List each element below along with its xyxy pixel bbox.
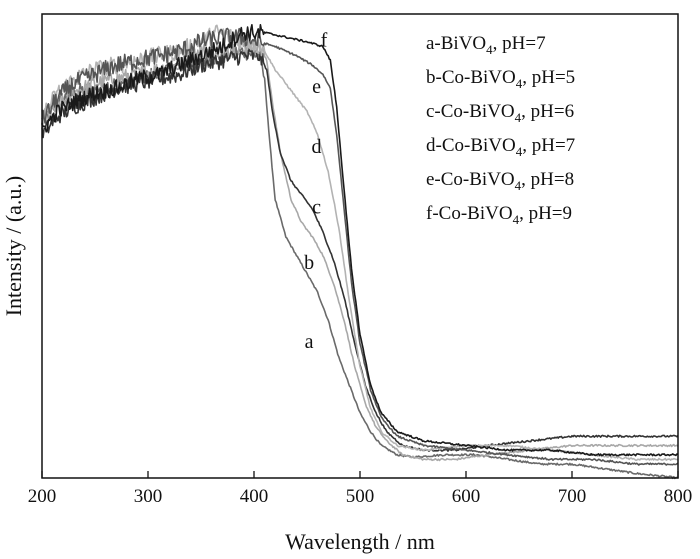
series-line-b [41, 38, 679, 462]
x-tick-label: 400 [240, 486, 269, 507]
curve-label-e: e [312, 76, 321, 98]
legend-entry-f: f-Co-BiVO4, pH=9 [426, 203, 572, 227]
x-tick-label: 800 [664, 486, 693, 507]
legend-entry-a: a-BiVO4, pH=7 [426, 33, 546, 57]
curve-label-b: b [304, 252, 314, 274]
curve-label-c: c [312, 197, 321, 219]
x-axis-ticks: 200 300 400 500 600 700 800 [28, 471, 693, 507]
legend-entry-b: b-Co-BiVO4, pH=5 [426, 67, 575, 91]
y-axis-label: Intensity / (a.u.) [1, 176, 26, 317]
series-line-d [41, 24, 679, 461]
x-tick-label: 200 [28, 486, 57, 507]
series-line-f [41, 24, 679, 457]
curve-label-d: d [312, 136, 322, 158]
legend-entry-d: d-Co-BiVO4, pH=7 [426, 135, 575, 159]
legend: a-BiVO4, pH=7 b-Co-BiVO4, pH=5 c-Co-BiVO4,… [426, 33, 575, 227]
x-axis-label: Wavelength / nm [285, 529, 435, 554]
legend-entry-c: c-Co-BiVO4, pH=6 [426, 101, 574, 125]
curve-label-f: f [321, 29, 328, 51]
curve-label-a: a [305, 331, 314, 353]
x-tick-label: 300 [134, 486, 163, 507]
curves-group [41, 24, 679, 480]
series-line-a [41, 45, 679, 480]
legend-entry-e: e-Co-BiVO4, pH=8 [426, 169, 574, 193]
series-line-e [41, 27, 679, 466]
x-tick-label: 700 [558, 486, 587, 507]
x-tick-label: 600 [452, 486, 481, 507]
series-line-c [41, 48, 679, 452]
x-tick-label: 500 [346, 486, 375, 507]
curve-labels-group: a b c d e f [304, 29, 328, 353]
